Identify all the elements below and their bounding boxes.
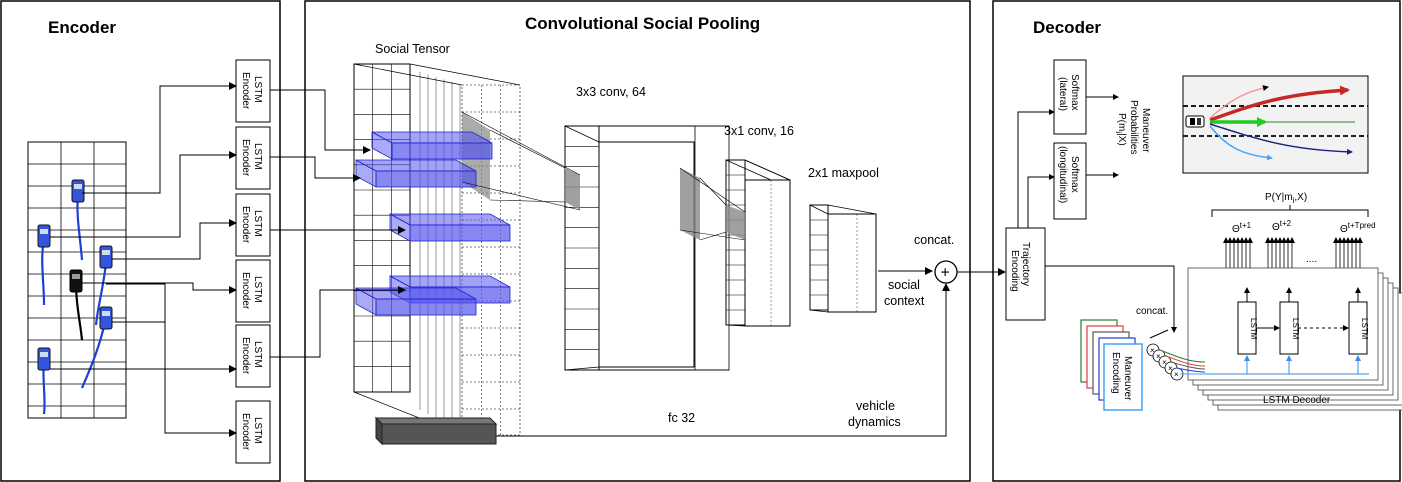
theta-tpred-label: Θt+Tpred	[1340, 221, 1376, 235]
occupied-cell-slab	[355, 159, 477, 188]
trajectory-encoding-label-2: Encoding	[1009, 250, 1020, 292]
decoder-title: Decoder	[1033, 18, 1101, 37]
softmax-lateral-box	[1053, 59, 1087, 135]
svg-text:LSTM: LSTM	[252, 210, 263, 237]
svg-text:LSTM: LSTM	[1291, 318, 1300, 340]
social-context-label: social	[888, 278, 920, 292]
output-distribution-label: P(Y|mi,X)	[1265, 192, 1307, 205]
softmax-lateral-label: Softmax	[1069, 74, 1080, 111]
concat-node: +	[934, 260, 958, 284]
theta-t2-label: Θt+2	[1272, 219, 1292, 233]
svg-text:Encoder: Encoder	[240, 206, 251, 244]
svg-text:×: ×	[1150, 346, 1155, 355]
svg-text:LSTM: LSTM	[1249, 318, 1258, 340]
svg-text:×: ×	[1162, 358, 1167, 367]
concat-label-decoder: concat.	[1136, 306, 1168, 317]
conv2-label: 3x1 conv, 16	[724, 124, 794, 138]
vehicle-dynamics-label-2: dynamics	[848, 415, 901, 429]
svg-text:LSTM: LSTM	[252, 76, 263, 103]
conv-3x3-block	[461, 111, 730, 371]
vehicle-icon	[99, 306, 113, 330]
softmax-lateral-label-2: (lateral)	[1057, 77, 1068, 111]
maxpool-block	[809, 204, 877, 313]
svg-text:LSTM: LSTM	[1360, 318, 1369, 340]
concat-lines	[1159, 349, 1206, 375]
pooling-panel	[304, 0, 971, 482]
trajectory-encoding-label: Trajectory	[1020, 242, 1031, 286]
vehicle-to-lstm-arrows	[50, 82, 237, 437]
svg-text:Encoding: Encoding	[1110, 352, 1121, 394]
vehicle-icon	[37, 224, 51, 248]
output-brace	[1211, 205, 1369, 217]
softmax-longitudinal-label-2: (longitudinal)	[1057, 146, 1068, 203]
encoder-title: Encoder	[48, 18, 116, 37]
trajectory-encoding-box	[1005, 227, 1046, 321]
svg-text:Encoder: Encoder	[240, 272, 251, 310]
svg-text:Encoder: Encoder	[240, 413, 251, 451]
vehicle-icon	[37, 347, 51, 371]
conv-3x1-block	[679, 159, 791, 327]
vehicle-dynamics-label: vehicle	[856, 399, 895, 413]
lstm-to-tensor-arrows	[270, 89, 406, 358]
social-tensor	[353, 63, 521, 436]
pooling-title: Convolutional Social Pooling	[525, 14, 760, 33]
svg-text:LSTM: LSTM	[252, 276, 263, 303]
lstm-encoder-stack: LSTMEncoderLSTMEncoderLSTMEncoderLSTMEnc…	[235, 59, 271, 464]
theta-t1-label: Θt+1	[1232, 221, 1252, 235]
svg-text:×: ×	[1168, 364, 1173, 373]
concat-multiply-nodes: ×××××	[1146, 329, 1184, 381]
encoder-panel	[0, 0, 281, 482]
ego-vehicle-icon	[69, 269, 83, 293]
svg-text:Maneuver: Maneuver	[1140, 108, 1151, 153]
svg-text:×: ×	[1174, 370, 1179, 379]
svg-text:P(mi|X): P(mi|X)	[1114, 113, 1127, 146]
lstm-decoder-cells: LSTM LSTM LSTM	[1196, 287, 1369, 375]
traj-to-decoder-arrow	[1045, 265, 1177, 333]
softmax-longitudinal-box	[1053, 142, 1087, 220]
svg-text:LSTM: LSTM	[252, 143, 263, 170]
maneuver-probabilities-label: Maneuver Probabilities P(mi|X)	[1114, 100, 1151, 154]
svg-text:Encoder: Encoder	[240, 139, 251, 177]
svg-text:LSTM: LSTM	[252, 417, 263, 444]
svg-text:Maneuver: Maneuver	[1122, 356, 1133, 401]
vehicles	[37, 179, 113, 371]
svg-text:×: ×	[1156, 352, 1161, 361]
softmax-longitudinal-label: Softmax	[1069, 156, 1080, 193]
conv1-label: 3x3 conv, 64	[576, 85, 646, 99]
traj-to-softmax-arrows	[1017, 94, 1119, 228]
occupied-cell-slab	[389, 213, 511, 242]
svg-text:Encoder: Encoder	[240, 72, 251, 110]
vehicle-dynamics-arrow	[496, 283, 950, 437]
fc-label: fc 32	[668, 411, 695, 425]
svg-text:+: +	[941, 265, 950, 282]
occupied-cell-slab	[355, 287, 477, 316]
decoder-panel	[992, 0, 1401, 482]
social-tensor-label: Social Tensor	[375, 42, 450, 56]
occupied-cell-slab	[371, 131, 493, 160]
maneuver-encoding-stack: Maneuver Encoding	[1080, 319, 1143, 411]
vehicle-icon	[71, 179, 85, 203]
car-icon	[1185, 115, 1205, 128]
vehicle-icon	[99, 245, 113, 269]
output-ellipsis: ....	[1306, 254, 1317, 265]
fc-layer	[374, 416, 498, 446]
social-context-label-2: context	[884, 294, 925, 308]
lstm-decoder-label: LSTM Decoder	[1263, 395, 1331, 406]
svg-text:Probabilities: Probabilities	[1128, 100, 1139, 154]
maxpool-label: 2x1 maxpool	[808, 166, 879, 180]
svg-text:Encoder: Encoder	[240, 337, 251, 375]
concat-label-pooling: concat.	[914, 233, 954, 247]
maneuver-illustration	[1182, 75, 1369, 174]
vehicle-trajectories	[41, 194, 108, 415]
svg-text:LSTM: LSTM	[252, 341, 263, 368]
